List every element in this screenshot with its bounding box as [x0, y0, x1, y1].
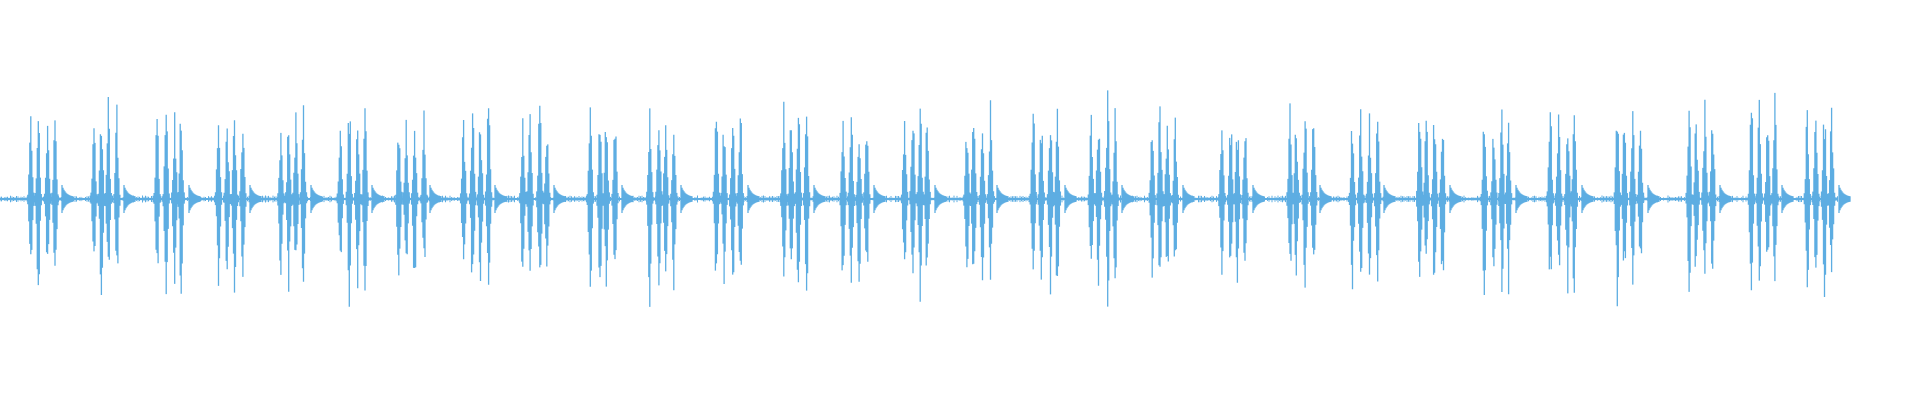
- waveform-burst: [213, 120, 262, 293]
- waveform-burst: [645, 108, 693, 307]
- waveform-burst: [1347, 109, 1396, 290]
- waveform-burst: [1028, 108, 1077, 295]
- waveform-burst: [779, 101, 826, 291]
- waveform-burst: [962, 100, 1009, 281]
- waveform-burst: [335, 108, 384, 307]
- waveform-burst: [1086, 90, 1134, 307]
- waveform-burst: [1217, 130, 1265, 283]
- waveform-burst: [838, 117, 886, 283]
- waveform-burst: [1415, 120, 1462, 277]
- waveform-burst: [89, 97, 136, 295]
- waveform-burst: [899, 108, 947, 302]
- waveform-burst: [458, 108, 507, 285]
- waveform-bursts: [0, 90, 1851, 307]
- waveform-burst: [711, 118, 760, 284]
- waveform-burst: [152, 112, 201, 295]
- waveform-burst: [1684, 99, 1732, 292]
- waveform-burst: [1545, 112, 1594, 294]
- waveform-burst: [585, 107, 634, 287]
- waveform-burst: [518, 105, 566, 271]
- waveform-burst: [1285, 103, 1332, 288]
- waveform-burst: [26, 116, 74, 286]
- waveform-burst: [1746, 92, 1794, 291]
- waveform-burst: [1802, 107, 1851, 297]
- waveform-burst: [394, 110, 442, 276]
- waveform-burst: [276, 105, 323, 292]
- waveform-burst: [1479, 109, 1528, 295]
- waveform-burst: [1147, 106, 1195, 278]
- waveform-burst: [1612, 111, 1660, 307]
